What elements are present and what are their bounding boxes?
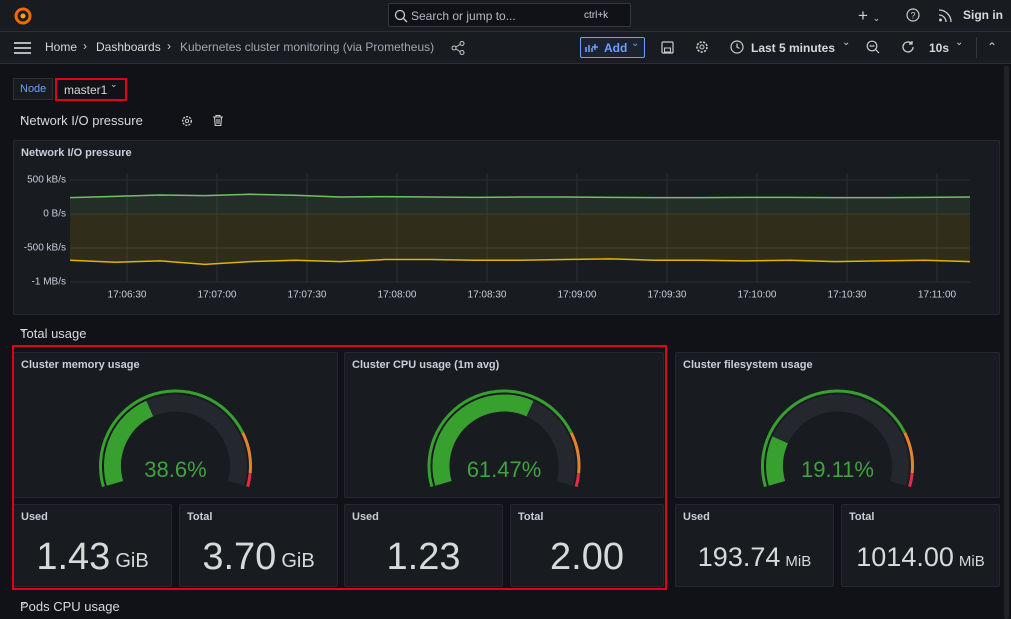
- network-panel: Network I/O pressure: [13, 140, 1000, 315]
- breadcrumb-sep: ›: [83, 39, 87, 53]
- row-chevron[interactable]: ⌄: [19, 324, 28, 335]
- settings-icon[interactable]: [695, 40, 709, 54]
- row-title[interactable]: Network I/O pressure: [20, 113, 143, 128]
- stat-label: Total: [849, 511, 875, 523]
- add-icon: [585, 44, 598, 52]
- variable-value: master1: [64, 83, 108, 97]
- breadcrumb-item[interactable]: Dashboards: [96, 40, 161, 54]
- panel-title: Cluster CPU usage (1m avg): [352, 359, 500, 371]
- gauge-panel: Cluster filesystem usage: [675, 352, 1000, 498]
- stat-panel: Total: [841, 504, 1000, 587]
- breadcrumb-item: Kubernetes cluster monitoring (via Prome…: [180, 40, 435, 54]
- stat-panel: Total: [510, 504, 664, 587]
- menu-icon[interactable]: [14, 41, 32, 55]
- time-range[interactable]: Last 5 minutes: [751, 41, 836, 55]
- stat-label: Total: [187, 511, 213, 523]
- scrollbar: [1004, 66, 1009, 619]
- stat-panel: Used: [675, 504, 834, 587]
- stat-panel: Used: [13, 504, 172, 587]
- news-icon[interactable]: [938, 9, 952, 23]
- stat-label: Used: [21, 511, 48, 523]
- stat-panel: Total: [179, 504, 338, 587]
- row-title[interactable]: Total usage: [20, 326, 87, 341]
- variable-label-text: Node: [20, 83, 47, 95]
- stat-label: Used: [683, 511, 710, 523]
- breadcrumb-sep: ›: [167, 39, 171, 53]
- search-placeholder: Search or jump to...: [411, 9, 516, 23]
- chevron: ⌄: [110, 79, 118, 89]
- help-icon[interactable]: ?: [906, 8, 921, 23]
- nav-bar: Home › Dashboards › Kubernetes cluster m…: [0, 32, 1011, 64]
- stat-label: Total: [518, 511, 544, 523]
- svg-text:?: ?: [910, 10, 915, 20]
- clock-icon: [730, 40, 744, 54]
- share-icon[interactable]: [451, 41, 465, 55]
- search-shortcut: ctrl+k: [584, 10, 609, 21]
- row-settings-icon[interactable]: [181, 115, 193, 127]
- panel-title: Network I/O pressure: [21, 147, 132, 159]
- stat-label: Used: [352, 511, 379, 523]
- stat-panel: Used: [344, 504, 503, 587]
- refresh-icon[interactable]: [901, 40, 915, 54]
- row-chevron[interactable]: ⌄: [19, 111, 28, 122]
- chevron: ⌄: [955, 37, 964, 48]
- top-bar: Search or jump to... ctrl+k + ⌄ ? Sign i…: [0, 0, 1011, 32]
- gauge-panel: Cluster CPU usage (1m avg): [344, 352, 664, 498]
- row-chevron[interactable]: ⌄: [19, 597, 28, 608]
- search-box[interactable]: Search or jump to... ctrl+k: [388, 3, 631, 27]
- save-icon[interactable]: [661, 41, 674, 54]
- logo[interactable]: [12, 5, 34, 27]
- panel-title: Cluster memory usage: [21, 359, 140, 371]
- add-label: Add: [604, 41, 628, 55]
- row-delete-icon[interactable]: [212, 114, 224, 127]
- row-title[interactable]: Pods CPU usage: [20, 599, 120, 614]
- chevron: ⌄: [842, 37, 851, 48]
- separator: [976, 37, 977, 58]
- collapse-button[interactable]: ⌃: [987, 40, 998, 54]
- new-button[interactable]: + ⌄: [858, 6, 881, 25]
- chevron: ⌄: [631, 38, 640, 49]
- variable-label: Node: [13, 78, 53, 100]
- search-icon: [394, 9, 408, 23]
- sign-in[interactable]: Sign in: [963, 8, 1003, 22]
- zoom-out-icon[interactable]: [866, 40, 880, 54]
- variable-dropdown[interactable]: master1 ⌄: [55, 78, 127, 101]
- panel-title: Cluster filesystem usage: [683, 359, 813, 371]
- breadcrumb-item[interactable]: Home: [45, 40, 78, 54]
- gauge-panel: Cluster memory usage: [13, 352, 338, 498]
- refresh-interval[interactable]: 10s: [929, 41, 950, 55]
- add-button[interactable]: Add ⌄: [580, 37, 645, 58]
